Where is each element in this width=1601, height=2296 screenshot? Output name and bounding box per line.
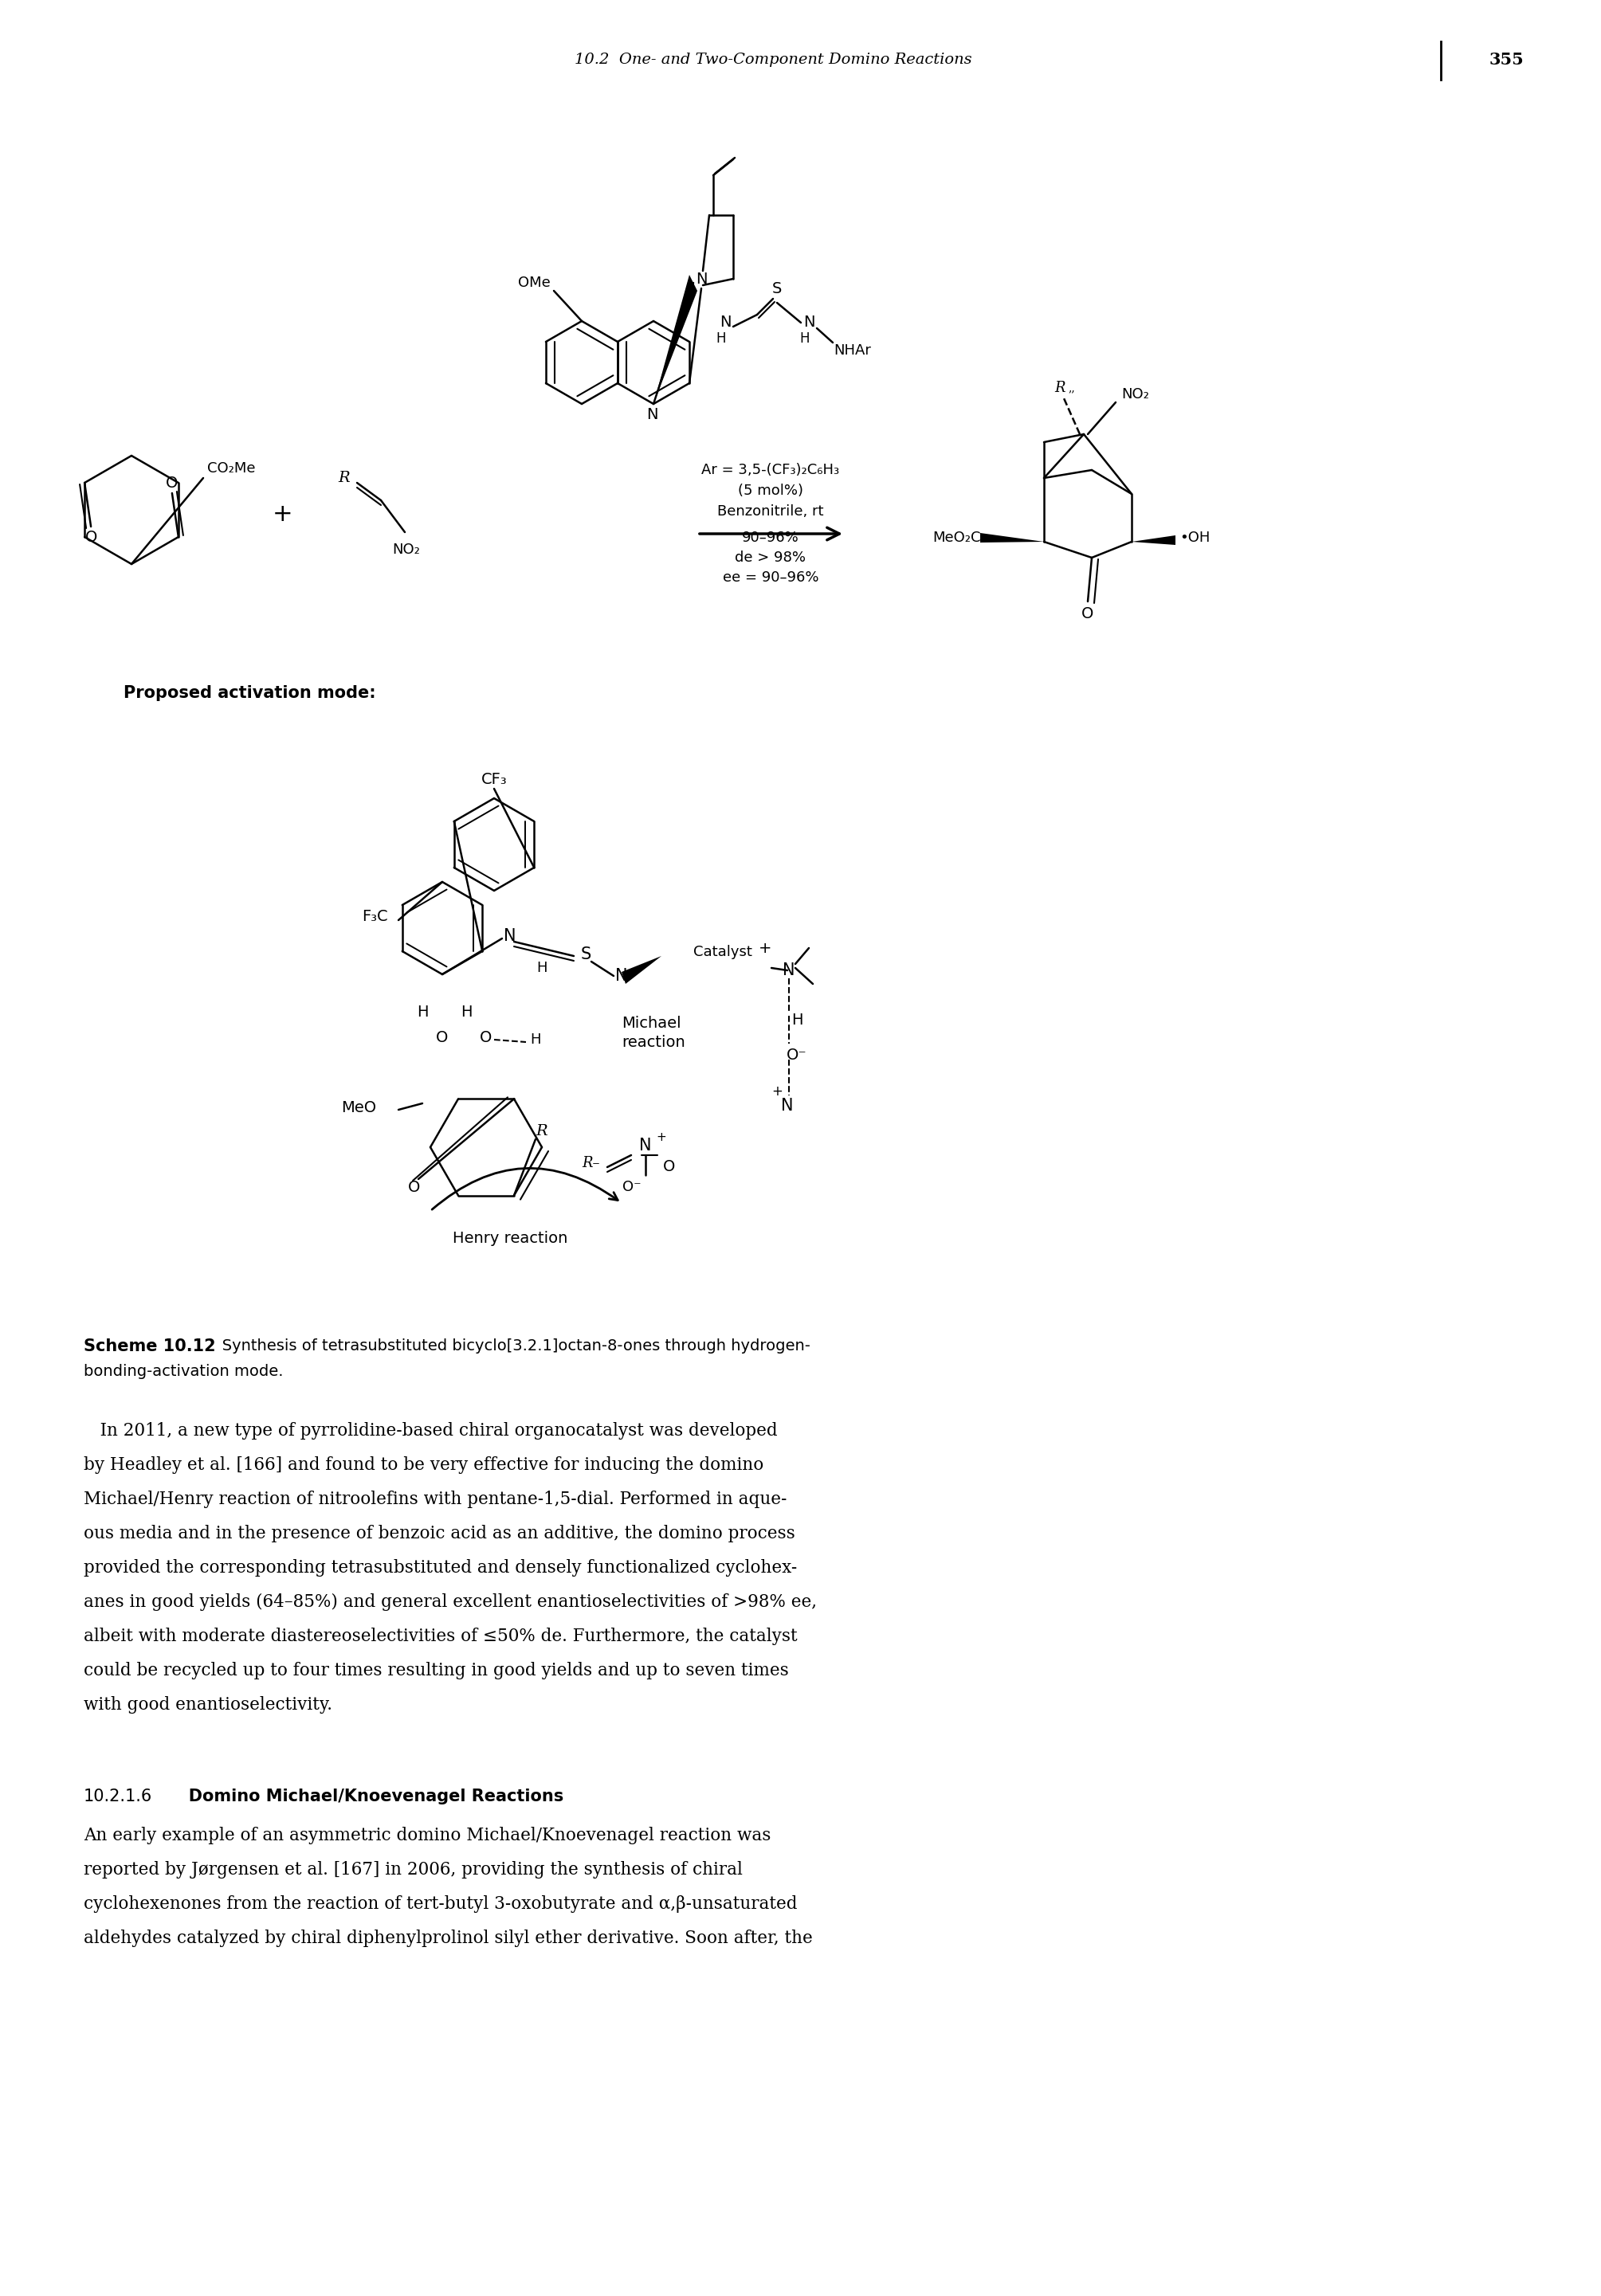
- Text: MeO₂C: MeO₂C: [932, 530, 980, 544]
- Text: could be recycled up to four times resulting in good yields and up to seven time: could be recycled up to four times resul…: [83, 1662, 789, 1678]
- Text: N: N: [615, 969, 628, 985]
- Text: O: O: [167, 475, 178, 491]
- Text: N: N: [504, 928, 516, 944]
- Text: Ar = 3,5-(CF₃)₂C₆H₃: Ar = 3,5-(CF₃)₂C₆H₃: [701, 464, 839, 478]
- FancyArrowPatch shape: [432, 1169, 618, 1210]
- Text: Benzonitrile, rt: Benzonitrile, rt: [717, 505, 825, 519]
- Text: N: N: [639, 1137, 652, 1153]
- Text: ous media and in the presence of benzoic acid as an additive, the domino process: ous media and in the presence of benzoic…: [83, 1525, 796, 1543]
- Text: N: N: [695, 271, 708, 287]
- Text: de > 98%: de > 98%: [735, 551, 805, 565]
- Text: Proposed activation mode:: Proposed activation mode:: [123, 684, 376, 700]
- Text: cyclohexenones from the reaction of tert-butyl 3-oxobutyrate and α,β-unsaturated: cyclohexenones from the reaction of tert…: [83, 1894, 797, 1913]
- Text: +: +: [272, 503, 293, 526]
- Text: albeit with moderate diastereoselectivities of ≤50% de. Furthermore, the catalys: albeit with moderate diastereoselectivit…: [83, 1628, 797, 1646]
- Text: by Headley et al. [166] and found to be very effective for inducing the domino: by Headley et al. [166] and found to be …: [83, 1456, 764, 1474]
- Text: (5 mol%): (5 mol%): [738, 484, 804, 498]
- Text: N: N: [783, 962, 796, 978]
- Text: bonding-activation mode.: bonding-activation mode.: [83, 1364, 283, 1380]
- Text: H: H: [536, 960, 548, 976]
- Text: R–: R–: [581, 1155, 600, 1171]
- Text: ,,: ,,: [1068, 383, 1076, 393]
- Text: O: O: [663, 1159, 676, 1176]
- Text: NO₂: NO₂: [1122, 388, 1150, 402]
- Polygon shape: [980, 533, 1044, 542]
- Text: H: H: [716, 331, 727, 347]
- Text: O⁻: O⁻: [623, 1180, 642, 1194]
- Text: aldehydes catalyzed by chiral diphenylprolinol silyl ether derivative. Soon afte: aldehydes catalyzed by chiral diphenylpr…: [83, 1929, 813, 1947]
- Text: with good enantioselectivity.: with good enantioselectivity.: [83, 1697, 333, 1713]
- Polygon shape: [653, 276, 698, 404]
- Text: 10.2.1.6: 10.2.1.6: [83, 1789, 152, 1805]
- Text: H: H: [461, 1003, 472, 1019]
- Text: NO₂: NO₂: [392, 542, 421, 558]
- Text: In 2011, a new type of pyrrolidine-based chiral organocatalyst was developed: In 2011, a new type of pyrrolidine-based…: [83, 1421, 778, 1440]
- Polygon shape: [621, 955, 661, 985]
- Text: N: N: [647, 406, 658, 422]
- Text: R: R: [1055, 381, 1065, 395]
- Text: H: H: [800, 331, 810, 347]
- Text: O: O: [435, 1029, 448, 1045]
- Text: H: H: [416, 1003, 427, 1019]
- Text: 10.2  One- and Two-Component Domino Reactions: 10.2 One- and Two-Component Domino React…: [575, 53, 972, 67]
- Text: Domino Michael/Knoevenagel Reactions: Domino Michael/Knoevenagel Reactions: [171, 1789, 564, 1805]
- Text: 90–96%: 90–96%: [741, 530, 799, 544]
- Text: O: O: [1082, 606, 1093, 620]
- Text: O⁻: O⁻: [786, 1047, 807, 1063]
- Text: O: O: [480, 1029, 492, 1045]
- Text: Synthesis of tetrasubstituted bicyclo[3.2.1]octan-8-ones through hydrogen-: Synthesis of tetrasubstituted bicyclo[3.…: [207, 1339, 810, 1355]
- Text: 355: 355: [1489, 53, 1524, 67]
- Text: provided the corresponding tetrasubstituted and densely functionalized cyclohex-: provided the corresponding tetrasubstitu…: [83, 1559, 797, 1577]
- Text: An early example of an asymmetric domino Michael/Knoevenagel reaction was: An early example of an asymmetric domino…: [83, 1828, 772, 1844]
- Text: N: N: [781, 1097, 794, 1114]
- Text: CO₂Me: CO₂Me: [207, 461, 256, 475]
- Text: R: R: [338, 471, 351, 484]
- Text: Michael/Henry reaction of nitroolefins with pentane-1,5-dial. Performed in aque-: Michael/Henry reaction of nitroolefins w…: [83, 1490, 786, 1508]
- Text: H: H: [791, 1013, 802, 1026]
- Text: OMe: OMe: [517, 276, 551, 289]
- Text: Michael: Michael: [621, 1017, 680, 1031]
- Text: NHAr: NHAr: [834, 344, 871, 358]
- Polygon shape: [1132, 535, 1175, 544]
- Text: S: S: [581, 946, 591, 962]
- Text: +: +: [772, 1084, 783, 1097]
- Text: Henry reaction: Henry reaction: [453, 1231, 567, 1247]
- Text: ee = 90–96%: ee = 90–96%: [722, 569, 818, 585]
- Text: F₃C: F₃C: [362, 909, 387, 923]
- Text: +: +: [759, 941, 772, 955]
- Text: H: H: [530, 1033, 541, 1047]
- Text: reaction: reaction: [621, 1035, 685, 1049]
- Text: Scheme 10.12: Scheme 10.12: [83, 1339, 216, 1355]
- Text: O: O: [85, 530, 98, 544]
- Text: O: O: [408, 1180, 421, 1194]
- Text: CF₃: CF₃: [480, 771, 508, 788]
- Text: N: N: [804, 315, 815, 331]
- Text: R: R: [536, 1125, 548, 1139]
- Text: Catalyst: Catalyst: [693, 946, 752, 960]
- Text: S: S: [772, 280, 781, 296]
- Text: anes in good yields (64–85%) and general excellent enantioselectivities of >98% : anes in good yields (64–85%) and general…: [83, 1593, 817, 1612]
- Text: •OH: •OH: [1180, 530, 1210, 544]
- Text: MeO: MeO: [341, 1100, 376, 1116]
- Text: reported by Jørgensen et al. [167] in 2006, providing the synthesis of chiral: reported by Jørgensen et al. [167] in 20…: [83, 1862, 743, 1878]
- Text: +: +: [656, 1132, 666, 1143]
- Text: N: N: [719, 315, 732, 331]
